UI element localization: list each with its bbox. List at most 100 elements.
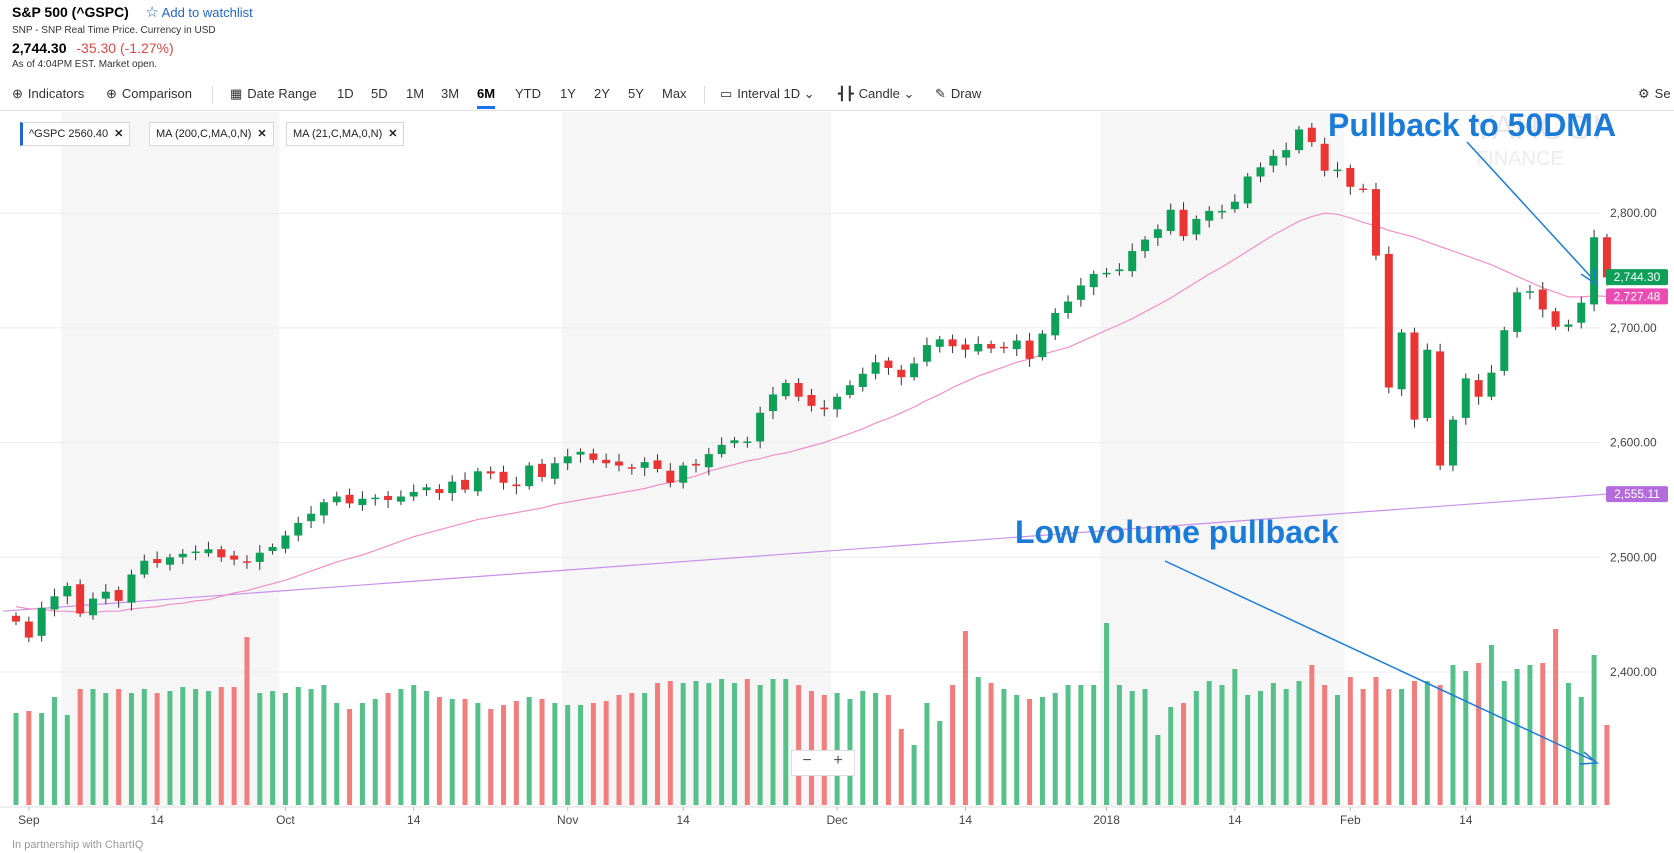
price-tag (1606, 288, 1668, 305)
volume-bar (424, 691, 430, 805)
range-1d[interactable]: 1D (337, 86, 354, 101)
candle-body (37, 607, 46, 636)
interval-dropdown[interactable]: ▭ Interval 1D ⌄ (720, 86, 815, 102)
quote-price-row: 2,744.30 -35.30 (-1.27%) (12, 40, 253, 56)
range-max[interactable]: Max (662, 86, 687, 101)
volume-bar (1501, 681, 1507, 805)
range-5y[interactable]: 5Y (628, 86, 644, 101)
volume-bar (501, 705, 507, 805)
volume-bar (103, 693, 109, 805)
close-icon[interactable]: ✕ (388, 128, 398, 140)
volume-bar (64, 715, 70, 805)
date-range-button[interactable]: ▦ Date Range (230, 86, 317, 102)
volume-bar (924, 703, 930, 805)
candle-body (1012, 340, 1021, 350)
candle-body (1538, 289, 1547, 310)
candle-body (1256, 167, 1265, 177)
legend-ma200[interactable]: MA (200,C,MA,0,N) ✕ (149, 122, 274, 146)
candle-body (884, 360, 893, 369)
volume-bar (1604, 725, 1610, 805)
quote-change: -35.30 (-1.27%) (76, 40, 174, 56)
candle-body (627, 467, 636, 469)
volume-bar (1283, 689, 1289, 805)
indicators-button[interactable]: ⊕ Indicators (12, 86, 84, 102)
add-to-watchlist-button[interactable]: ☆ Add to watchlist (145, 4, 252, 21)
candle-body (127, 574, 136, 603)
candle-body (1577, 302, 1586, 323)
candle-body (948, 339, 957, 347)
candle-body (178, 553, 187, 558)
candle-body (435, 489, 444, 494)
candle-body (255, 552, 264, 562)
candle-body (691, 463, 700, 466)
candle-body (538, 463, 547, 478)
volume-bar (1065, 685, 1071, 805)
volume-bar (282, 693, 288, 805)
y-tick-label: 2,800.00 (1610, 206, 1657, 220)
range-1m[interactable]: 1M (406, 86, 425, 101)
range-6m[interactable]: 6M (477, 86, 496, 109)
range-ytd[interactable]: YTD (515, 86, 541, 101)
quote-subtitle: SNP - SNP Real Time Price. Currency in U… (12, 25, 216, 36)
pencil-icon: ✎ (935, 86, 946, 101)
candle-body (371, 497, 380, 500)
candle-body (1602, 237, 1611, 278)
candle-body (63, 585, 72, 597)
close-icon[interactable]: ✕ (257, 128, 267, 140)
range-2y[interactable]: 2Y (594, 86, 610, 101)
chevron-down-icon: ⌄ (803, 86, 815, 101)
draw-button[interactable]: ✎ Draw (935, 86, 981, 102)
candle-body (550, 463, 559, 479)
volume-bar (693, 681, 699, 805)
volume-bar (231, 687, 237, 805)
chart-type-dropdown[interactable]: ┫┣ Candle ⌄ (838, 86, 914, 102)
volume-bar (334, 703, 340, 805)
volume-bar (565, 705, 571, 805)
candle-body (576, 451, 585, 455)
volume-bar (116, 689, 122, 805)
price-chart[interactable]: YAHOO! FINANCE 2,400.002,500.002,600.002… (0, 112, 1674, 837)
volume-bar (1450, 665, 1456, 805)
volume-bar (411, 685, 417, 805)
comparison-label: Comparison (121, 86, 192, 101)
range-5d[interactable]: 5D (371, 86, 388, 101)
candle-body (602, 459, 611, 464)
volume-bar (539, 699, 545, 805)
candle-body (1525, 291, 1534, 293)
range-3m[interactable]: 3M (441, 86, 460, 101)
y-tick-label: 2,400.00 (1610, 665, 1657, 679)
candle-body (153, 559, 162, 564)
chart-type-label: Candle (858, 86, 900, 101)
settings-button[interactable]: ⚙ Se (1638, 86, 1671, 102)
comparison-button[interactable]: ⊕ Comparison (106, 86, 192, 102)
zoom-in-button[interactable]: + (833, 752, 843, 769)
volume-bars (13, 623, 1610, 805)
volume-bar (1168, 707, 1174, 805)
range-1y[interactable]: 1Y (560, 86, 576, 101)
volume-bar (975, 677, 981, 805)
indicators-label: Indicators (27, 86, 85, 101)
candle-body (1218, 210, 1227, 213)
candle-body (563, 456, 572, 464)
volume-bar (398, 689, 404, 805)
volume-bar (385, 693, 391, 805)
volume-bar (218, 687, 224, 805)
legend-main-series[interactable]: ^GSPC 2560.40 ✕ (20, 122, 131, 146)
candle-body (653, 460, 662, 469)
close-icon[interactable]: ✕ (114, 128, 124, 140)
draw-label: Draw (950, 86, 982, 101)
candle-body (589, 453, 598, 460)
volume-bar (1104, 623, 1110, 805)
volume-bar (1437, 685, 1443, 805)
candle-body (756, 412, 765, 442)
candle-body (935, 339, 944, 347)
candle-body (922, 345, 931, 362)
x-tick-label: Dec (826, 813, 847, 827)
ma200-line (3, 493, 1607, 612)
zoom-out-button[interactable]: − (802, 752, 812, 769)
volume-bar (167, 691, 173, 805)
legend-ma21[interactable]: MA (21,C,MA,0,N) ✕ (286, 122, 405, 146)
volume-bar (51, 697, 57, 805)
candle-body (858, 373, 867, 387)
candle-body (24, 621, 33, 638)
